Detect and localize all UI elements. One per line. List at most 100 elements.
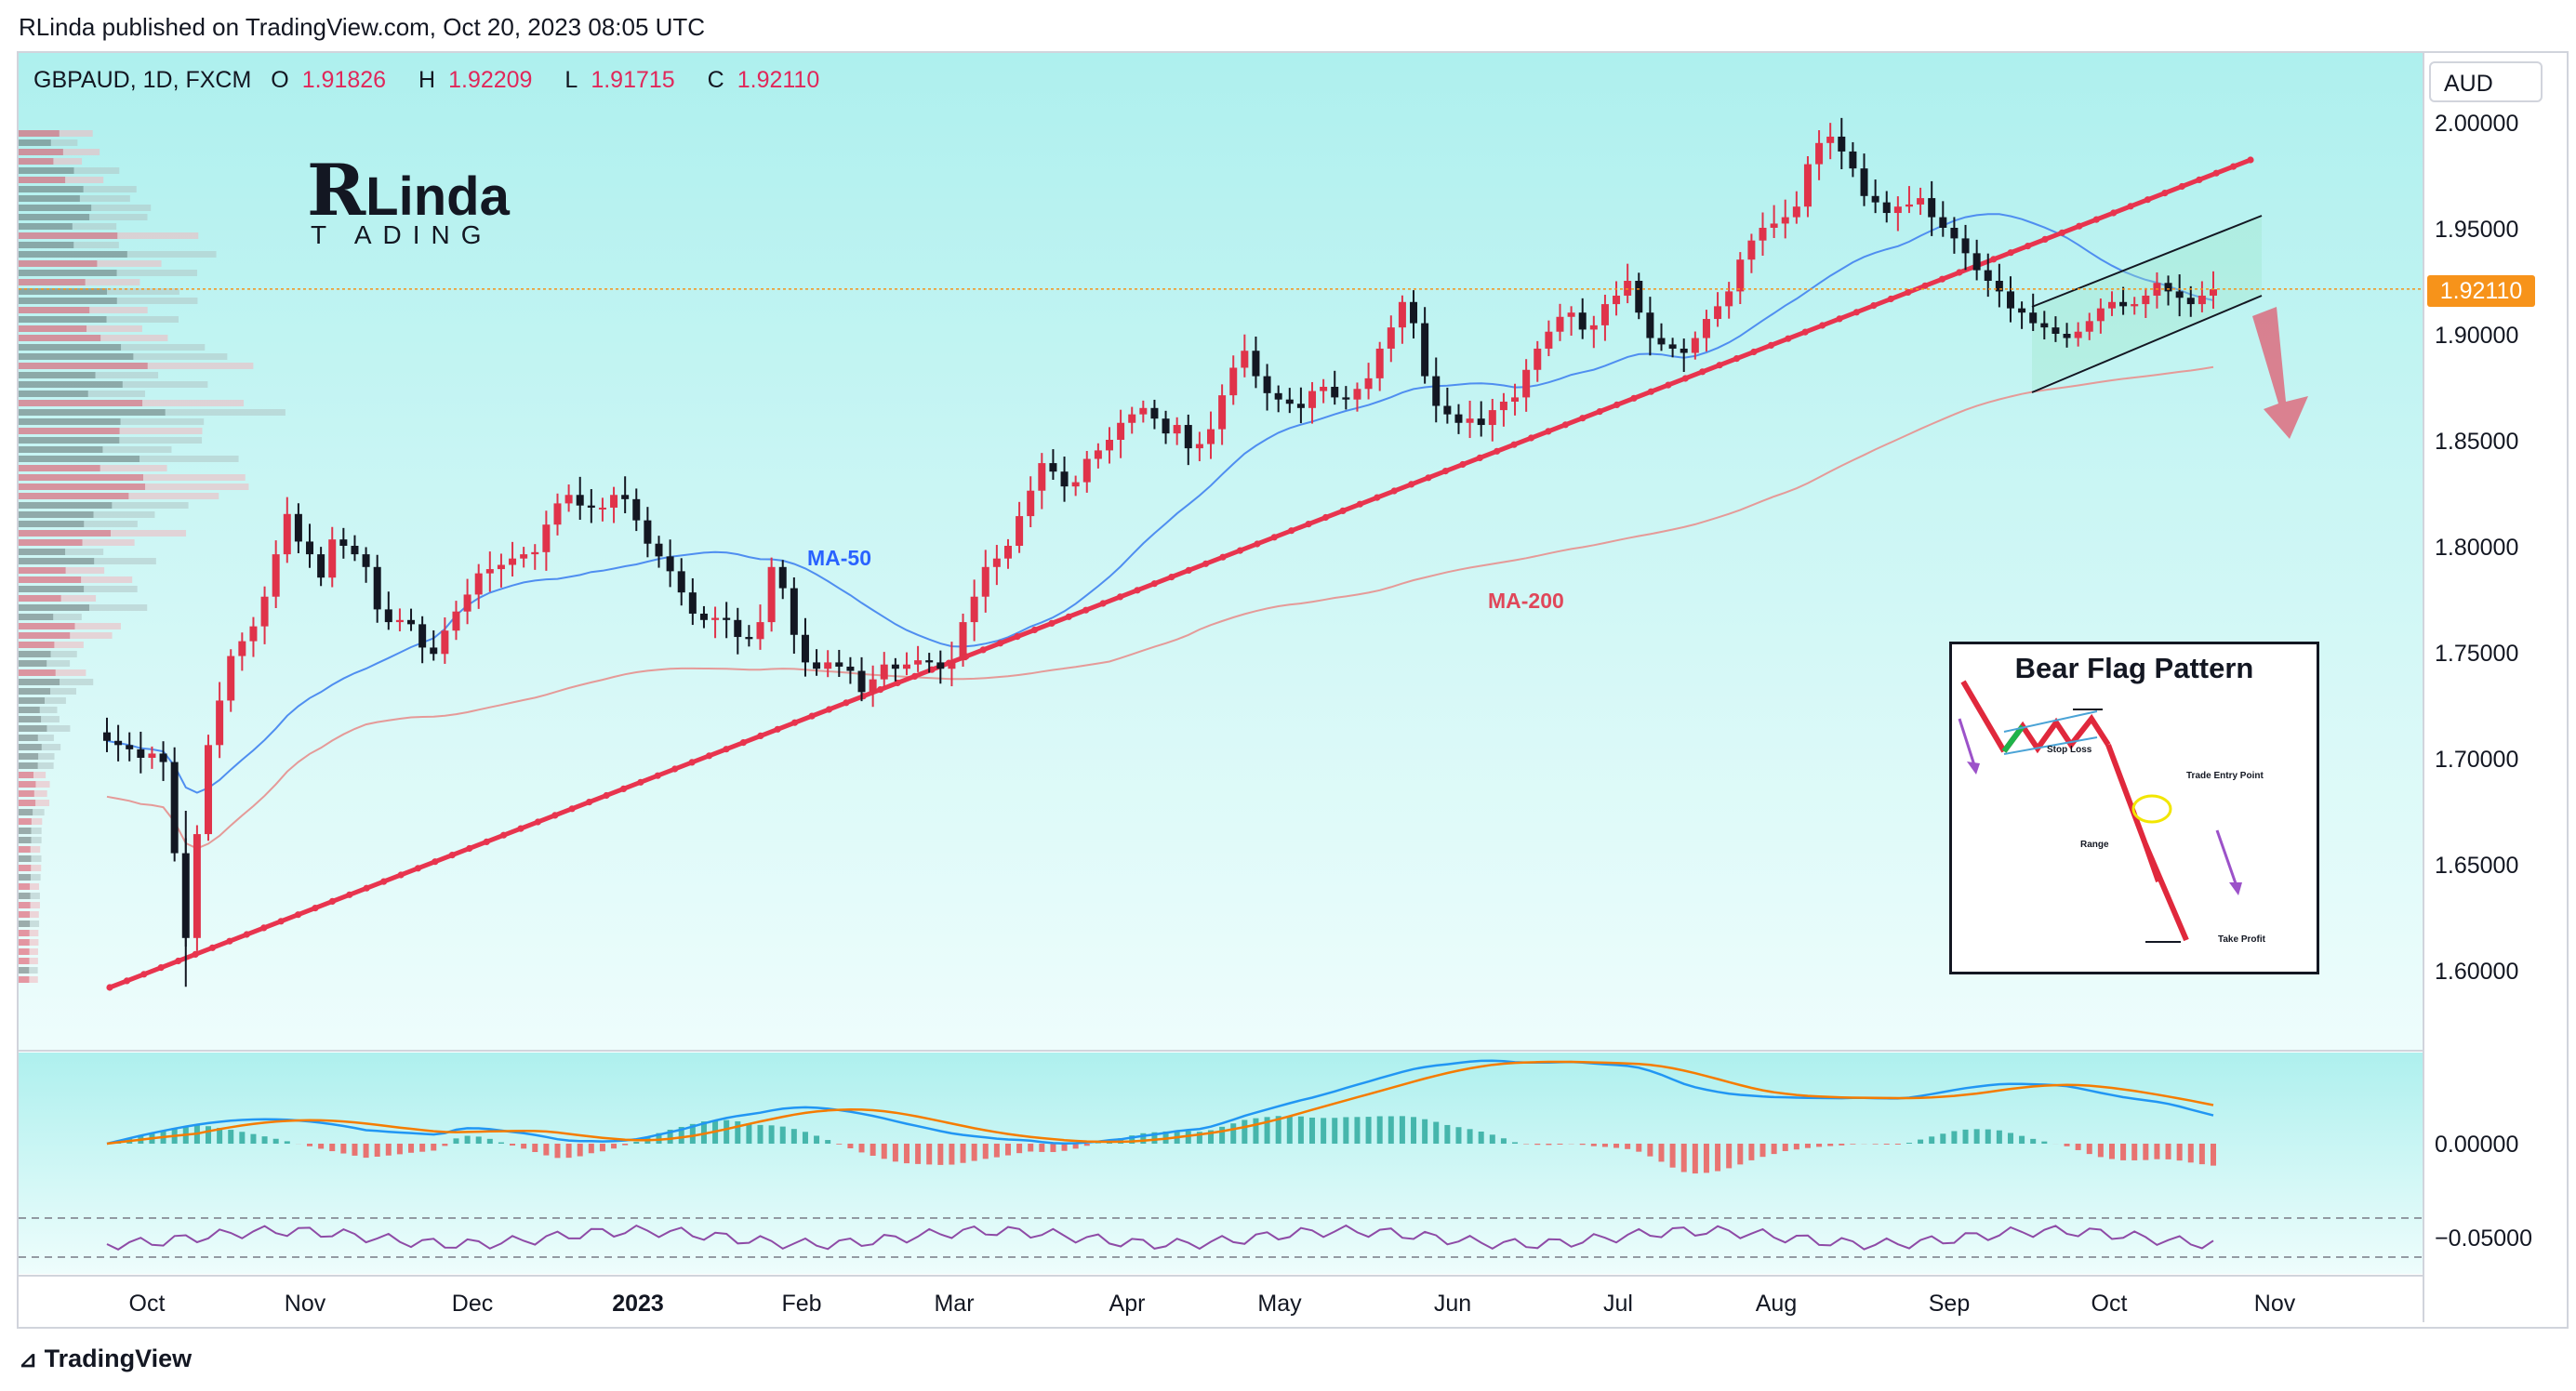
macd-histogram-bar [2041, 1141, 2048, 1144]
candle-body [520, 554, 528, 559]
macd-histogram-bar [1669, 1144, 1676, 1168]
candle-body [1128, 414, 1136, 423]
ma200-line [106, 365, 2214, 850]
candle-body [1961, 238, 1970, 254]
candle-body [2063, 334, 2071, 338]
macd-histogram-bar [960, 1144, 966, 1163]
candle-body [1984, 270, 1992, 281]
trendline-dot [2007, 249, 2014, 257]
candle-body [1082, 458, 1091, 483]
trendline-dot [1545, 428, 1552, 435]
volume-bar-ext [46, 660, 71, 667]
volume-bar [19, 744, 42, 750]
candle-body [970, 596, 978, 623]
volume-bar-ext [30, 921, 40, 927]
trendline-dot [1785, 335, 1792, 342]
candle-body [1398, 301, 1406, 328]
macd-histogram-bar [307, 1144, 313, 1146]
volume-bar-ext [82, 539, 135, 546]
volume-bar-ext [33, 790, 47, 797]
candle-body [126, 745, 134, 749]
tradingview-logo[interactable]: ⊿ TradingView [19, 1345, 192, 1373]
macd-histogram-bar [836, 1144, 843, 1145]
trendline-dot [1579, 415, 1587, 422]
candle-body [260, 596, 269, 627]
open-value: 1.91826 [301, 67, 387, 93]
candle-body [756, 622, 764, 640]
candle-body [1071, 482, 1080, 487]
volume-bar-ext [117, 232, 199, 239]
channel-upper [2031, 215, 2263, 308]
candle-body [1229, 367, 1238, 396]
volume-bar-ext [59, 130, 93, 137]
macd-histogram-bar [1940, 1133, 1946, 1144]
macd-histogram-bar [1793, 1144, 1799, 1150]
candle-body [542, 524, 551, 552]
volume-bar [19, 688, 51, 695]
bf-arrow-1-head [1967, 762, 1980, 775]
macd-histogram-bar [1579, 1144, 1586, 1146]
close-value: 1.92110 [737, 67, 820, 93]
bearish-arrow [2252, 307, 2308, 439]
trendline-dot [1887, 295, 1894, 303]
candle-body [2186, 298, 2195, 305]
macd-histogram-bar [2097, 1144, 2104, 1158]
volume-bar [19, 325, 87, 332]
candle-body [745, 637, 753, 640]
trendline-dot [706, 752, 713, 760]
volume-bar [19, 948, 30, 955]
trendline-dot [757, 732, 764, 740]
trendline-dot [1014, 633, 1021, 641]
trendline-dot [2178, 182, 2185, 191]
volume-bar [19, 530, 112, 537]
currency-selector[interactable]: AUD [2429, 61, 2543, 102]
volume-bar [19, 381, 123, 388]
trendline-dot [2041, 235, 2049, 243]
macd-histogram-bar [2198, 1144, 2205, 1165]
trendline-dot [500, 831, 508, 839]
macd-histogram-bar [735, 1120, 741, 1144]
logo-r: R [307, 149, 366, 232]
candle-body [1893, 206, 1902, 214]
volume-bar [19, 595, 61, 602]
candle-body [1207, 429, 1215, 444]
macd-histogram-bar [814, 1135, 820, 1144]
candle-body [1725, 291, 1733, 307]
macd-histogram-bar [892, 1144, 898, 1162]
candle-body [114, 740, 123, 746]
trendline-dot [175, 957, 182, 965]
candle-body [1567, 312, 1575, 317]
volume-bar-ext [33, 809, 45, 815]
chart-frame [17, 51, 2569, 1329]
volume-bar [19, 214, 90, 220]
candle-body [283, 513, 291, 555]
bf-range: Range [2080, 840, 2109, 850]
macd-histogram-bar [689, 1123, 696, 1144]
macd-histogram-bar [915, 1144, 922, 1164]
macd-histogram-bar [1601, 1144, 1608, 1147]
candle-body [1443, 405, 1452, 415]
trendline-dot [1956, 269, 1963, 276]
volume-bar [19, 391, 88, 397]
candle-body [1871, 195, 1879, 203]
macd-histogram-bar [577, 1144, 583, 1157]
volume-bar [19, 456, 140, 462]
candle-body [485, 569, 494, 574]
volume-bar [19, 614, 54, 620]
macd-histogram-bar [1771, 1144, 1777, 1155]
candle-body [857, 670, 866, 693]
volume-bar [19, 223, 73, 230]
trendline-dot [123, 977, 130, 985]
candle-body [148, 753, 156, 758]
trendline-dot [1065, 613, 1072, 620]
volume-bar-ext [74, 623, 121, 629]
candle-body [1410, 301, 1418, 324]
candle-body [2052, 327, 2060, 334]
trendline-dot [277, 918, 285, 925]
current-price-tag: 1.92110 [2427, 275, 2535, 307]
macd-histogram-bar [825, 1140, 831, 1144]
trendline-dot [1236, 547, 1244, 554]
candle-body [902, 664, 910, 669]
price-tick-label: 1.80000 [2435, 535, 2518, 561]
